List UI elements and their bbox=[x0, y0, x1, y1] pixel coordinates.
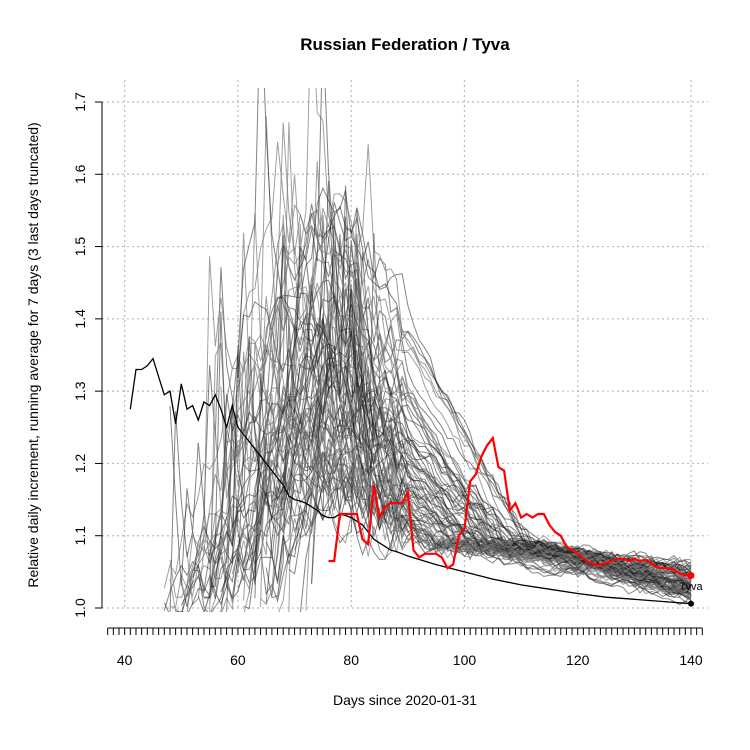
national-end-point bbox=[688, 600, 695, 607]
region-line bbox=[277, 389, 692, 574]
region-line bbox=[260, 379, 692, 608]
y-axis-label: Relative daily increment, running averag… bbox=[25, 122, 41, 587]
region-line bbox=[260, 144, 692, 606]
y-tick-label: 1.0 bbox=[72, 598, 88, 618]
y-tick-label: 1.5 bbox=[72, 237, 88, 257]
region-line bbox=[265, 224, 692, 582]
x-tick-label: 120 bbox=[566, 652, 590, 668]
y-tick-label: 1.4 bbox=[72, 309, 88, 329]
end-label: Tyva bbox=[679, 581, 703, 593]
highlight-line bbox=[328, 435, 691, 577]
highlight-end-point bbox=[687, 571, 695, 579]
regional-lines bbox=[163, 88, 692, 612]
region-line bbox=[186, 261, 692, 606]
x-tick-label: 140 bbox=[679, 652, 703, 668]
region-line bbox=[192, 366, 692, 599]
y-tick-label: 1.1 bbox=[72, 526, 88, 546]
x-tick-label: 60 bbox=[230, 652, 246, 668]
national-line bbox=[129, 357, 692, 605]
x-axis-label: Days since 2020-01-31 bbox=[333, 692, 477, 708]
x-tick-label: 80 bbox=[343, 652, 359, 668]
region-line bbox=[254, 343, 692, 589]
region-line bbox=[311, 211, 692, 584]
y-tick-label: 1.6 bbox=[72, 164, 88, 184]
region-line bbox=[248, 373, 692, 595]
x-tick-label: 100 bbox=[453, 652, 477, 668]
region-line bbox=[265, 333, 692, 591]
y-tick-label: 1.7 bbox=[72, 92, 88, 112]
national-line-group bbox=[129, 357, 695, 607]
y-tick-label: 1.3 bbox=[72, 381, 88, 401]
region-line bbox=[316, 407, 692, 599]
x-tick-label: 40 bbox=[117, 652, 133, 668]
y-tick-label: 1.2 bbox=[72, 453, 88, 473]
highlight-line-group: Tyva bbox=[328, 435, 704, 593]
axes: 1.0 1.1 1.2 1.3 1.4 1.5 1.6 1.7 40 60 80 100 120 140 bbox=[72, 92, 703, 668]
chart-title: Russian Federation / Tyva bbox=[300, 35, 510, 54]
region-line bbox=[209, 352, 692, 606]
region-line bbox=[204, 122, 692, 612]
